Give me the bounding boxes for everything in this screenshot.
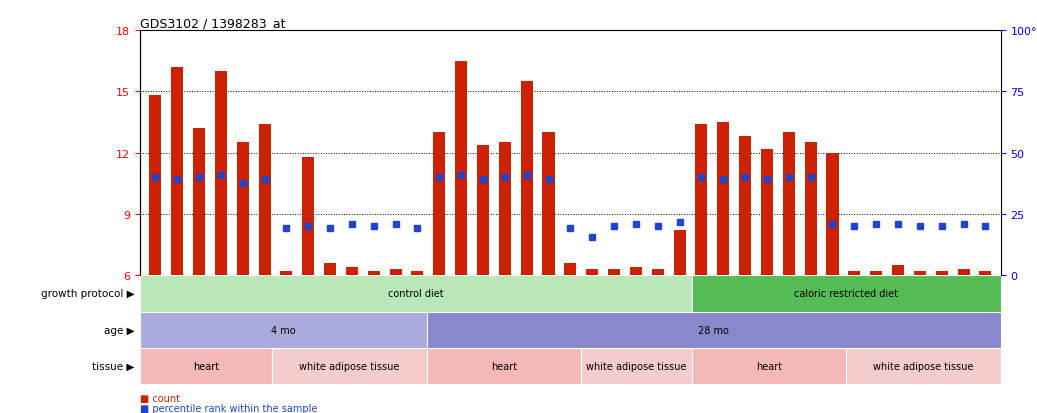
Bar: [140, 312, 427, 348]
Text: 4 mo: 4 mo: [271, 325, 296, 335]
Bar: [455, 62, 467, 276]
Text: GDS3102 / 1398283_at: GDS3102 / 1398283_at: [140, 17, 285, 30]
Bar: [586, 270, 598, 276]
Bar: [324, 263, 336, 276]
Bar: [696, 125, 707, 276]
Bar: [935, 272, 948, 276]
Bar: [692, 276, 1001, 312]
Bar: [477, 145, 489, 276]
Text: white adipose tissue: white adipose tissue: [300, 361, 400, 371]
Bar: [368, 272, 380, 276]
Text: age ▶: age ▶: [104, 325, 135, 335]
Text: heart: heart: [193, 361, 219, 371]
Bar: [427, 312, 1001, 348]
Bar: [499, 143, 511, 276]
Text: white adipose tissue: white adipose tissue: [586, 361, 686, 371]
Bar: [564, 263, 577, 276]
Bar: [412, 272, 423, 276]
Bar: [236, 143, 249, 276]
Bar: [739, 137, 751, 276]
Text: heart: heart: [756, 361, 782, 371]
Bar: [826, 153, 839, 276]
Bar: [140, 348, 273, 384]
Bar: [215, 72, 227, 276]
Bar: [783, 133, 794, 276]
Bar: [979, 272, 991, 276]
Bar: [718, 123, 729, 276]
Bar: [608, 270, 620, 276]
Bar: [629, 268, 642, 276]
Bar: [957, 270, 970, 276]
Bar: [346, 268, 358, 276]
Text: 28 mo: 28 mo: [698, 325, 729, 335]
Bar: [542, 133, 555, 276]
Text: heart: heart: [492, 361, 517, 371]
Text: caloric restricted diet: caloric restricted diet: [794, 289, 898, 299]
Bar: [846, 348, 1001, 384]
Bar: [914, 272, 926, 276]
Bar: [521, 82, 533, 276]
Bar: [280, 272, 292, 276]
Bar: [433, 133, 445, 276]
Bar: [761, 149, 773, 276]
Bar: [805, 143, 817, 276]
Bar: [149, 96, 162, 276]
Text: control diet: control diet: [388, 289, 444, 299]
Bar: [848, 272, 861, 276]
Text: ■ percentile rank within the sample: ■ percentile rank within the sample: [140, 403, 317, 413]
Bar: [171, 68, 184, 276]
Bar: [692, 348, 846, 384]
Bar: [870, 272, 882, 276]
Text: tissue ▶: tissue ▶: [92, 361, 135, 371]
Text: growth protocol ▶: growth protocol ▶: [41, 289, 135, 299]
Bar: [582, 348, 692, 384]
Text: ■ count: ■ count: [140, 393, 180, 403]
Bar: [674, 231, 685, 276]
Bar: [140, 276, 692, 312]
Bar: [427, 348, 582, 384]
Bar: [258, 125, 271, 276]
Text: white adipose tissue: white adipose tissue: [873, 361, 974, 371]
Bar: [892, 266, 904, 276]
Bar: [651, 270, 664, 276]
Bar: [390, 270, 401, 276]
Bar: [302, 157, 314, 276]
Bar: [273, 348, 427, 384]
Bar: [193, 129, 205, 276]
